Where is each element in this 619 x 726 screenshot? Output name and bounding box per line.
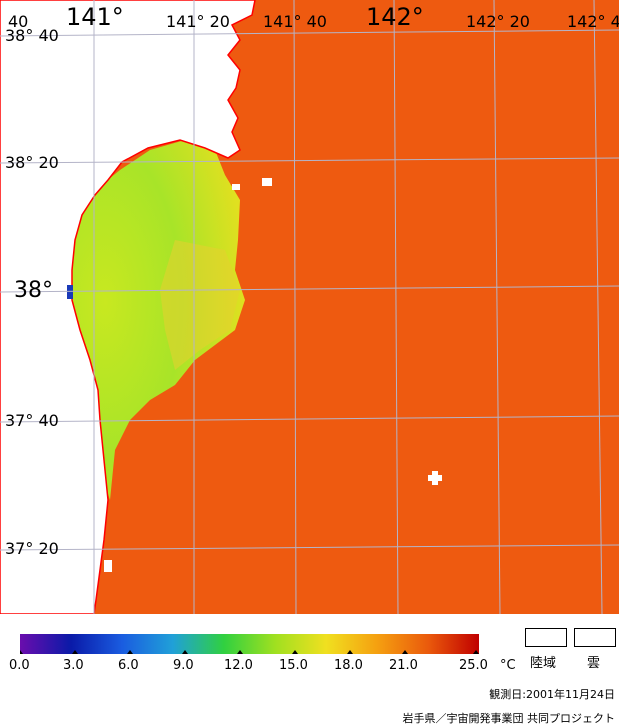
observation-date: 観測日:2001年11月24日 [489,688,615,701]
lat-label: 38° [14,278,53,303]
colorbar-tick-label: 6.0 [118,658,139,673]
colorbar-tick-label: 9.0 [173,658,194,673]
colorbar-tick-mark [473,650,479,654]
colorbar-tick-mark [182,650,188,654]
lon-label: 40 [8,12,29,31]
cloud-patch [432,471,438,485]
colorbar-tick-mark [402,650,408,654]
parallel-line [0,285,619,293]
colorbar-gradient [20,634,479,654]
project-credit: 岩手県／宇宙開発事業団 共同プロジェクト [402,712,616,725]
cloud-swatch [574,628,616,647]
lat-label: 37° 40 [5,411,59,430]
land-swatch [525,628,567,647]
warm-transition-water [160,240,240,370]
meridian-line [293,0,297,614]
colorbar-tick-label: 12.0 [224,658,253,673]
coastal-water [70,140,245,500]
colorbar-tick-label: 25.0 [459,658,488,673]
land [0,0,256,614]
colorbar-tick-mark [292,650,298,654]
lon-label: 141° 20 [166,12,230,31]
lat-label: 38° 20 [5,153,59,172]
meridian-line [393,0,399,614]
colorbar-tick-mark [20,650,23,654]
lon-label: 142° [366,3,424,31]
colorbar-tick-label: 21.0 [389,658,418,673]
lon-label: 141° [66,3,124,31]
cloud-patch [262,178,272,186]
parallel-line [0,544,619,551]
parallel-line [0,29,619,37]
lon-label: 141° 40 [263,12,327,31]
colorbar-ticks [20,650,479,654]
colorbar-tick-label: 18.0 [334,658,363,673]
land-legend-label: 陸域 [530,656,557,671]
colorbar-tick-mark [72,650,78,654]
lat-label: 37° 20 [5,539,59,558]
graticule [0,0,619,614]
meridian-line [593,0,603,614]
lon-label: 142° 20 [466,12,530,31]
cloud-patch [232,184,240,190]
temperature-colorbar [20,634,479,654]
lat-label: 38° 40 [5,26,59,45]
parallel-line [0,415,619,423]
colorbar-tick-label: 0.0 [9,658,30,673]
colorbar-tick-mark [347,650,353,654]
colorbar-tick-label: 3.0 [63,658,84,673]
meridian-line [493,0,501,614]
cold-water-spot [67,285,73,299]
colorbar-tick-mark [127,650,133,654]
cloud-patch [104,560,112,572]
cloud-legend-label: 雲 [587,656,601,671]
colorbar-tick-mark [237,650,243,654]
temperature-unit: °C [500,658,516,673]
parallel-line [0,157,619,164]
colorbar-tick-label: 15.0 [279,658,308,673]
lon-label: 142° 4 [567,12,619,31]
sst-map [0,0,619,614]
